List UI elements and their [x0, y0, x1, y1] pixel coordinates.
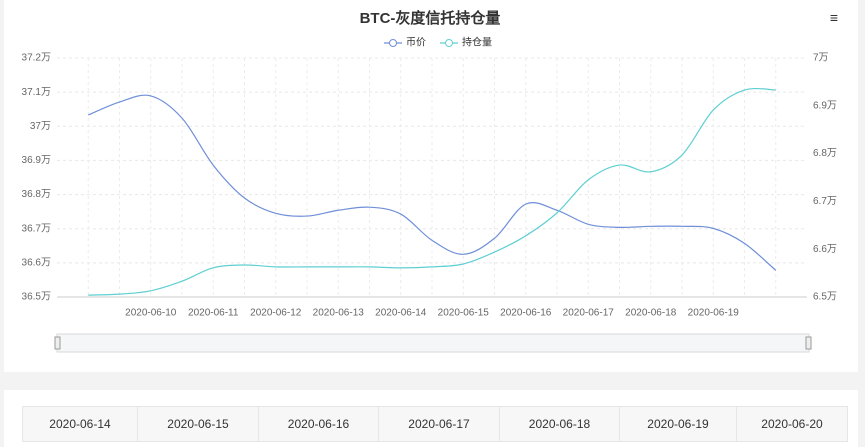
legend-label: 持仓量: [462, 36, 492, 49]
y2-tick-label: 6.8万: [813, 148, 837, 159]
y2-tick-label: 6.6万: [813, 244, 837, 255]
chart: BTC-灰度信托持仓量 ≡ 36.5万 36.6万 36.7万 36.8万 36.9万 3…: [22, 9, 838, 353]
header-cell: 2020-06-16: [258, 406, 379, 442]
x-tick-label: 2020-06-12: [250, 308, 302, 319]
line-series: [88, 94, 777, 271]
y-tick-label: 36.6万: [22, 257, 51, 268]
chart-title: BTC-灰度信托持仓量: [360, 9, 501, 27]
legend-label: 币价: [406, 37, 426, 49]
zoom-handle[interactable]: [54, 336, 61, 350]
header-cell: 2020-06-17: [378, 406, 500, 442]
zoom-track: [56, 333, 810, 353]
y-tick-label: 37万: [30, 121, 51, 132]
y-tick-label: 36.8万: [22, 189, 51, 200]
x-tick-label: 2020-06-16: [500, 308, 552, 319]
x-tick-label: 2020-06-14: [375, 308, 427, 319]
header-cell: 2020-06-20: [736, 406, 848, 442]
header-row: 2020-06-14 2020-06-15 2020-06-16 2020-06-17…: [22, 406, 848, 442]
x-tick-label: 2020-06-13: [313, 308, 365, 319]
header-cell: 2020-06-15: [137, 406, 259, 442]
legend-item: 持仓量: [440, 36, 492, 49]
x-tick-label: 2020-06-18: [625, 308, 677, 319]
y-tick-label: 36.9万: [22, 155, 51, 166]
line-series: [88, 87, 776, 296]
legend-item: 币价: [384, 37, 426, 49]
y-tick-label: 36.5万: [22, 292, 51, 303]
zoom-handle[interactable]: [805, 336, 812, 350]
x-tick-label: 2020-06-17: [563, 308, 615, 319]
y-tick-label: 37.2万: [22, 53, 51, 64]
legend-marker: [389, 39, 397, 47]
data-table: 2020-06-14 2020-06-15 2020-06-16 2020-06-17…: [22, 406, 848, 442]
x-tick-label: 2020-06-15: [438, 308, 490, 319]
table-card: 2020-06-14 2020-06-15 2020-06-16 2020-06-17…: [4, 390, 858, 447]
x-tick-label: 2020-06-19: [688, 308, 740, 319]
menu-icon[interactable]: ≡: [830, 10, 838, 26]
x-tick-label: 2020-06-11: [188, 308, 239, 319]
y2-tick-label: 6.5万: [813, 292, 837, 303]
legend-marker: [445, 39, 453, 47]
x-tick-label: 2020-06-10: [125, 308, 177, 319]
y2-tick-label: 6.9万: [813, 100, 837, 111]
chart-card: BTC-灰度信托持仓量 ≡ 36.5万 36.6万 36.7万 36.8万 36.9万 3…: [4, 0, 858, 372]
y2-tick-label: 7万: [813, 53, 829, 64]
header-cell: 2020-06-14: [22, 406, 138, 442]
header-cell: 2020-06-19: [619, 406, 737, 442]
y-tick-label: 37.1万: [22, 87, 51, 98]
header-cell: 2020-06-18: [499, 406, 620, 442]
data-zoom[interactable]: [54, 333, 812, 353]
y-tick-label: 36.7万: [22, 223, 51, 234]
y2-tick-label: 6.7万: [813, 196, 837, 207]
